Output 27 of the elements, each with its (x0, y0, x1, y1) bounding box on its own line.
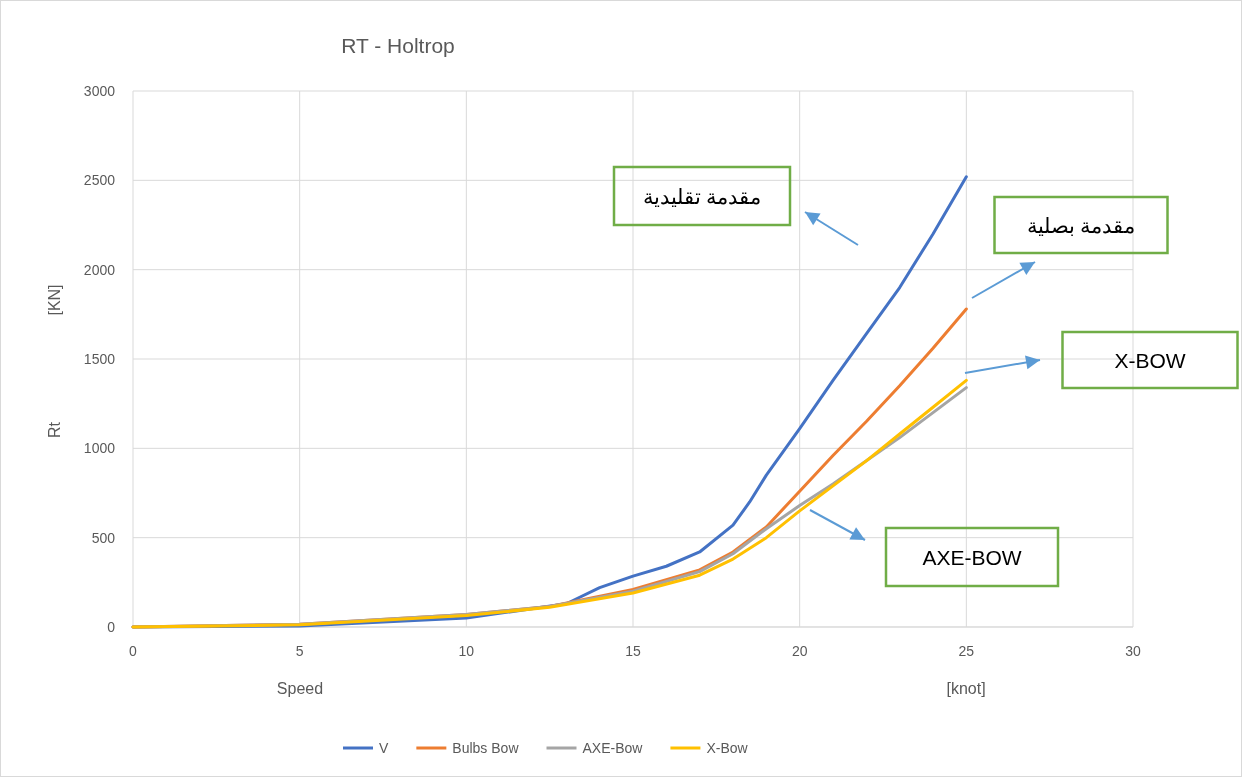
x-tick-label: 0 (129, 643, 138, 659)
x-tick-label: 15 (625, 643, 641, 659)
legend-label: V (379, 740, 389, 756)
y-tick-label: 2500 (83, 172, 116, 189)
text: [knot] (946, 680, 986, 697)
x-tick-label: 30 (1125, 643, 1141, 659)
annotation: مقدمة بصلية (1026, 214, 1136, 237)
annotation: AXE-BOW (922, 546, 1022, 569)
x-tick-label: 5 (295, 643, 304, 659)
x-tick-label: 10 (458, 643, 475, 659)
text: [KN] (46, 284, 63, 316)
x-axis-title: Speed (276, 680, 324, 697)
y-axis-title: Rt (46, 421, 63, 438)
chart-title: RT - Holtrop (341, 34, 455, 57)
legend-label: Bulbs Bow (452, 740, 520, 756)
legend-label: X-Bow (706, 740, 749, 756)
x-tick-label: 25 (958, 643, 975, 659)
annotation: X-BOW (1114, 349, 1186, 372)
y-tick-label: 2000 (83, 261, 116, 278)
y-tick-label: 0 (107, 619, 116, 635)
y-tick-label: 3000 (83, 83, 116, 99)
legend-label: AXE-Bow (582, 740, 644, 756)
x-tick-label: 20 (791, 643, 808, 659)
annotation: مقدمة تقليدية (642, 185, 762, 208)
y-tick-label: 500 (91, 529, 116, 546)
y-tick-label: 1000 (83, 440, 116, 457)
y-tick-label: 1500 (83, 351, 116, 367)
